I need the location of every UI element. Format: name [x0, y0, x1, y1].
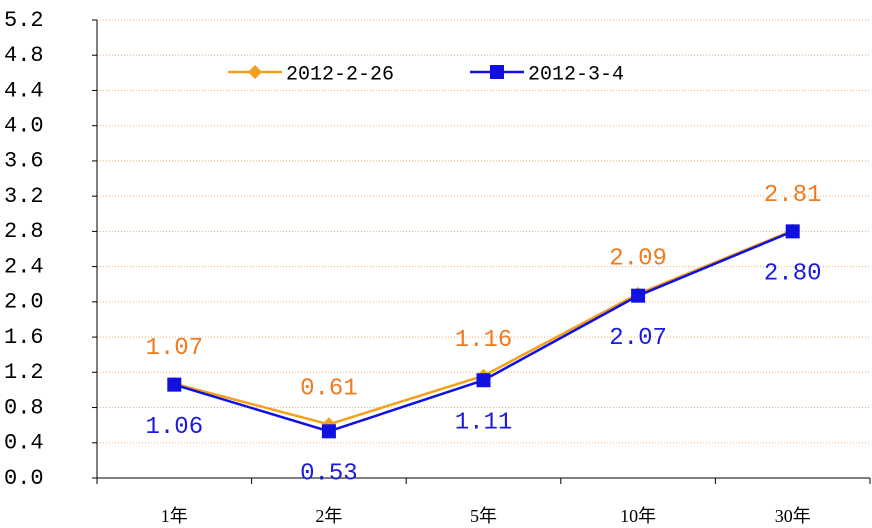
value-label: 2.81 — [764, 182, 822, 209]
y-tick-label: 0.0 — [4, 466, 44, 491]
value-label: 1.16 — [455, 327, 513, 354]
point — [631, 288, 646, 303]
x-tick-label: 5年 — [470, 506, 497, 526]
y-tick-label: 3.2 — [4, 184, 44, 209]
legend-marker — [248, 65, 262, 79]
value-label: 1.11 — [455, 410, 513, 437]
y-tick-label: 2.0 — [4, 290, 44, 315]
legend-label: 2012-3-4 — [528, 63, 624, 86]
y-tick-label: 3.6 — [4, 149, 44, 174]
x-tick-label: 1年 — [161, 506, 188, 526]
y-tick-label: 2.4 — [4, 254, 44, 279]
legend-marker — [490, 65, 504, 79]
y-tick-label: 4.8 — [4, 43, 44, 68]
y-tick-label: 1.6 — [4, 325, 44, 350]
y-tick-label: 4.0 — [4, 114, 44, 139]
y-tick-label: 0.4 — [4, 431, 44, 456]
y-tick-label: 0.8 — [4, 395, 44, 420]
value-label: 2.07 — [609, 325, 667, 352]
x-tick-label: 30年 — [775, 506, 811, 526]
point — [167, 377, 182, 392]
point — [785, 224, 800, 239]
x-tick-label: 2年 — [315, 506, 342, 526]
y-tick-label: 5.2 — [4, 8, 44, 33]
value-label: 1.06 — [145, 414, 203, 441]
x-tick-label: 10年 — [620, 506, 656, 526]
value-label: 0.53 — [300, 461, 358, 488]
legend-label: 2012-2-26 — [286, 63, 394, 86]
point — [321, 424, 336, 439]
y-tick-label: 4.4 — [4, 78, 44, 103]
value-label: 2.09 — [609, 245, 667, 272]
point — [476, 373, 491, 388]
value-label: 2.80 — [764, 261, 822, 288]
y-tick-label: 2.8 — [4, 219, 44, 244]
value-label: 0.61 — [300, 376, 358, 403]
value-label: 1.07 — [145, 335, 203, 362]
y-tick-label: 1.2 — [4, 360, 44, 385]
